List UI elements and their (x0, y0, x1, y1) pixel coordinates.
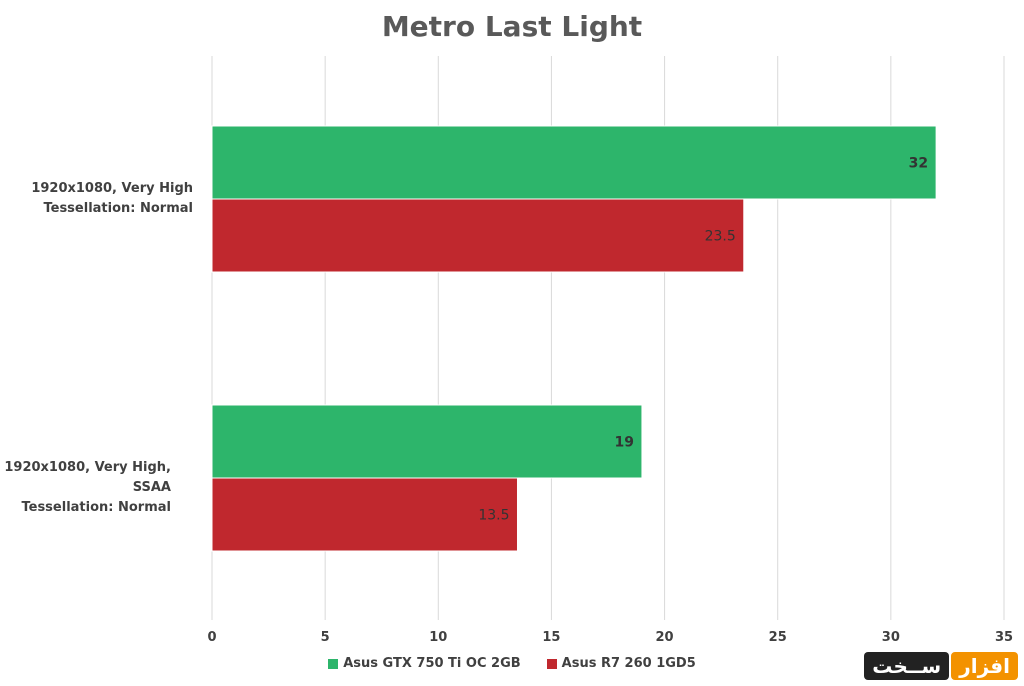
x-tick-label-6: 30 (882, 630, 900, 645)
x-tick-label-7: 35 (995, 630, 1013, 645)
legend-item-r7: Asus R7 260 1GD5 (546, 656, 696, 671)
data-label-gtx-1: 32 (909, 156, 928, 172)
legend: Asus GTX 750 Ti OC 2GB Asus R7 260 1GD5 (0, 656, 1024, 671)
legend-item-gtx: Asus GTX 750 Ti OC 2GB (328, 656, 521, 671)
legend-label-r7: Asus R7 260 1GD5 (561, 656, 696, 671)
x-tick-label-0: 0 (207, 630, 216, 645)
x-tick-label-4: 20 (656, 630, 674, 645)
data-label-gtx-2: 19 (614, 435, 633, 451)
legend-swatch-gtx (328, 658, 339, 669)
chart-title: Metro Last Light (381, 10, 643, 43)
watermark-logo: ســخت افزار (848, 650, 1018, 682)
data-label-r7-1: 23.5 (705, 229, 736, 245)
category-label-2: 1920x1080, Very High, SSAA Tessellation:… (4, 460, 171, 515)
category-label-1: 1920x1080, Very High Tessellation: Norma… (31, 181, 193, 216)
data-label-r7-2: 13.5 (478, 508, 509, 524)
x-tick-label-2: 10 (429, 630, 447, 645)
bar-gtx-2 (211, 404, 643, 479)
x-tick-label-5: 25 (769, 630, 787, 645)
bar-r7-2 (211, 477, 518, 552)
legend-label-gtx: Asus GTX 750 Ti OC 2GB (343, 656, 521, 671)
legend-swatch-r7 (546, 658, 557, 669)
watermark-left: ســخت (864, 652, 950, 680)
bar-r7-1 (211, 198, 745, 273)
watermark-right: افزار (951, 652, 1018, 680)
x-tick-label-3: 15 (542, 630, 560, 645)
bar-gtx-1 (211, 125, 937, 200)
x-tick-label-1: 5 (321, 630, 330, 645)
